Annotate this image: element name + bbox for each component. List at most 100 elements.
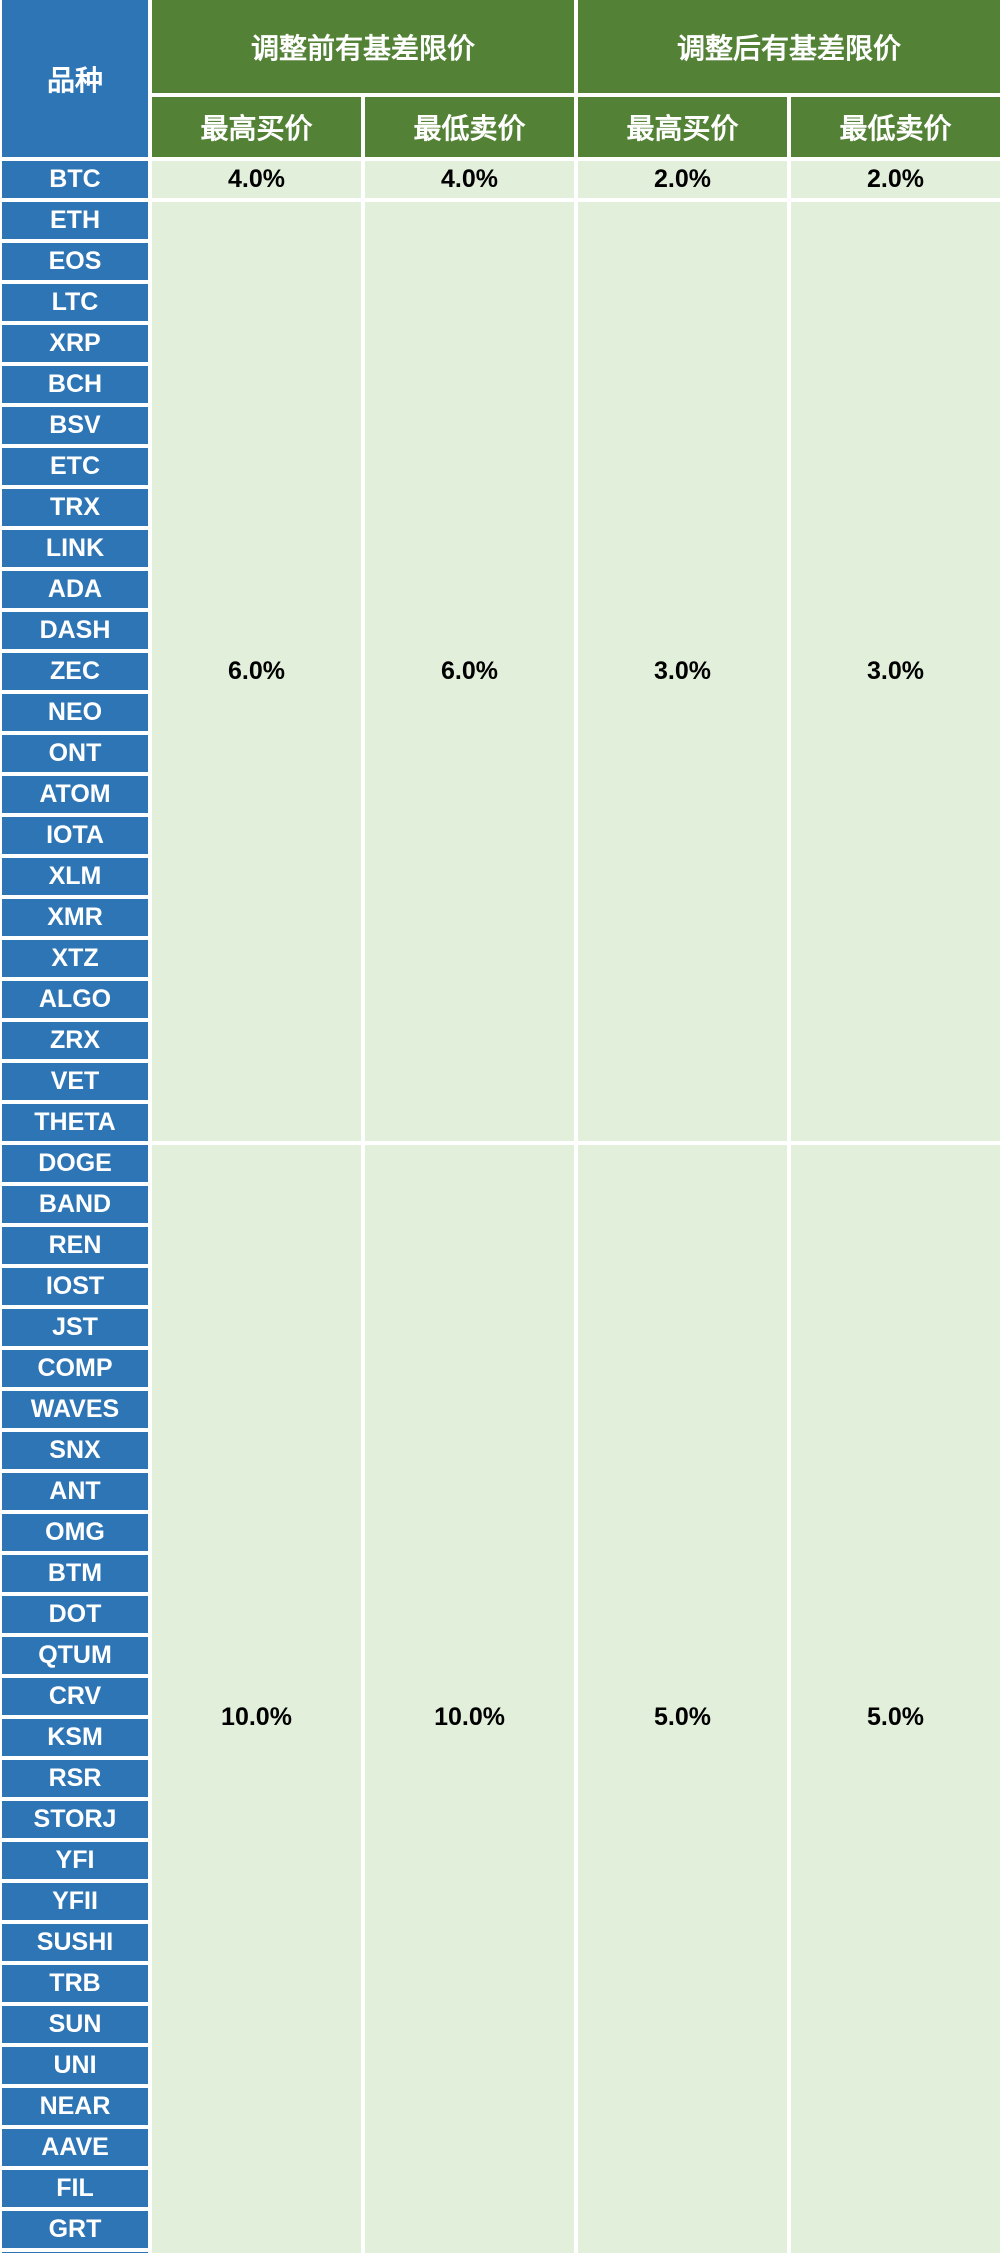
table-row: DOT xyxy=(2,1596,1000,1633)
symbol-cell-xtz: XTZ xyxy=(2,940,148,977)
table-row: IOST xyxy=(2,1268,1000,1305)
table-row: NEO xyxy=(2,694,1000,731)
table-row: JST xyxy=(2,1309,1000,1346)
table-row: SUN xyxy=(2,2006,1000,2043)
symbol-cell-ada: ADA xyxy=(2,571,148,608)
table-row: COMP xyxy=(2,1350,1000,1387)
table-row: XMR xyxy=(2,899,1000,936)
value-cell: 6.0% xyxy=(365,202,575,1141)
symbol-cell-rsr: RSR xyxy=(2,1760,148,1797)
table-row: FIL xyxy=(2,2170,1000,2207)
table-row: QTUM xyxy=(2,1637,1000,1674)
symbol-cell-yfii: YFII xyxy=(2,1883,148,1920)
symbol-cell-snx: SNX xyxy=(2,1432,148,1469)
group-header-before-adjustment: 调整前有基差限价 xyxy=(152,0,575,93)
symbol-cell-atom: ATOM xyxy=(2,776,148,813)
subheader-max-buy-before: 最高买价 xyxy=(152,97,361,157)
symbol-cell-btm: BTM xyxy=(2,1555,148,1592)
value-cell: 5.0% xyxy=(791,1145,1000,2253)
value-cell: 5.0% xyxy=(578,1145,788,2253)
symbol-cell-etc: ETC xyxy=(2,448,148,485)
table-row: XLM xyxy=(2,858,1000,895)
symbol-cell-zrx: ZRX xyxy=(2,1022,148,1059)
table-row: SUSHI xyxy=(2,1924,1000,1961)
table-row: YFII xyxy=(2,1883,1000,1920)
table-row: ADA xyxy=(2,571,1000,608)
table-row: KSM xyxy=(2,1719,1000,1756)
table-row: ATOM xyxy=(2,776,1000,813)
table-row: THETA xyxy=(2,1104,1000,1141)
table-row: UNI xyxy=(2,2047,1000,2084)
value-cell: 4.0% xyxy=(152,161,361,198)
symbol-cell-yfi: YFI xyxy=(2,1842,148,1879)
value-cell: 2.0% xyxy=(578,161,788,198)
symbol-cell-doge: DOGE xyxy=(2,1145,148,1182)
symbol-cell-waves: WAVES xyxy=(2,1391,148,1428)
symbol-cell-dash: DASH xyxy=(2,612,148,649)
symbol-cell-ksm: KSM xyxy=(2,1719,148,1756)
symbol-cell-trx: TRX xyxy=(2,489,148,526)
table-row: AAVE xyxy=(2,2129,1000,2166)
table-row: VET xyxy=(2,1063,1000,1100)
symbol-cell-fil: FIL xyxy=(2,2170,148,2207)
value-cell: 3.0% xyxy=(791,202,1000,1141)
symbol-cell-jst: JST xyxy=(2,1309,148,1346)
table-row: EOS xyxy=(2,243,1000,280)
table-row: ONT xyxy=(2,735,1000,772)
table-row: BCH xyxy=(2,366,1000,403)
subheader-max-buy-after: 最高买价 xyxy=(578,97,788,157)
table-row: ETC xyxy=(2,448,1000,485)
group-header-after-adjustment: 调整后有基差限价 xyxy=(578,0,1000,93)
table-row: XRP xyxy=(2,325,1000,362)
table-row: DOGE 10.0% 10.0% 5.0% 5.0% xyxy=(2,1145,1000,2253)
symbol-cell-bch: BCH xyxy=(2,366,148,403)
symbol-cell-uni: UNI xyxy=(2,2047,148,2084)
symbol-cell-ont: ONT xyxy=(2,735,148,772)
table-row: ETH 6.0% 6.0% 3.0% 3.0% xyxy=(2,202,1000,1141)
symbol-cell-bsv: BSV xyxy=(2,407,148,444)
symbol-cell-sushi: SUSHI xyxy=(2,1924,148,1961)
table-row: ALGO xyxy=(2,981,1000,1018)
symbol-cell-ant: ANT xyxy=(2,1473,148,1510)
table-row: LINK xyxy=(2,530,1000,567)
symbol-cell-aave: AAVE xyxy=(2,2129,148,2166)
symbol-cell-xlm: XLM xyxy=(2,858,148,895)
column-header-symbol: 品种 xyxy=(2,0,148,157)
table-row: DASH xyxy=(2,612,1000,649)
symbol-cell-iost: IOST xyxy=(2,1268,148,1305)
symbol-cell-storj: STORJ xyxy=(2,1801,148,1838)
symbol-cell-grt: GRT xyxy=(2,2211,148,2248)
symbol-cell-band: BAND xyxy=(2,1186,148,1223)
symbol-cell-vet: VET xyxy=(2,1063,148,1100)
table-row: BTC 4.0% 4.0% 2.0% 2.0% xyxy=(2,161,1000,198)
table-row: SNX xyxy=(2,1432,1000,1469)
table-row: WAVES xyxy=(2,1391,1000,1428)
table-row: STORJ xyxy=(2,1801,1000,1838)
symbol-cell-dot: DOT xyxy=(2,1596,148,1633)
table-row: XTZ xyxy=(2,940,1000,977)
table-row: OMG xyxy=(2,1514,1000,1551)
value-cell: 3.0% xyxy=(578,202,788,1141)
symbol-cell-link: LINK xyxy=(2,530,148,567)
table-row: TRX xyxy=(2,489,1000,526)
table-header: 品种 调整前有基差限价 调整后有基差限价 最高买价 最低卖价 最高买价 最低卖价 xyxy=(2,0,1000,157)
value-cell: 10.0% xyxy=(152,1145,361,2253)
symbol-cell-omg: OMG xyxy=(2,1514,148,1551)
value-cell: 2.0% xyxy=(791,161,1000,198)
symbol-cell-xmr: XMR xyxy=(2,899,148,936)
symbol-cell-btc: BTC xyxy=(2,161,148,198)
value-cell: 6.0% xyxy=(152,202,361,1141)
table-body: BTC 4.0% 4.0% 2.0% 2.0% ETH 6.0% 6.0% 3.0% 3.0% EO… xyxy=(2,161,1000,2253)
subheader-min-sell-before: 最低卖价 xyxy=(365,97,575,157)
symbol-cell-algo: ALGO xyxy=(2,981,148,1018)
table-row: CRV xyxy=(2,1678,1000,1715)
table-row: GRT xyxy=(2,2211,1000,2248)
table-row: RSR xyxy=(2,1760,1000,1797)
symbol-cell-zec: ZEC xyxy=(2,653,148,690)
symbol-cell-sun: SUN xyxy=(2,2006,148,2043)
table-row: BTM xyxy=(2,1555,1000,1592)
table-row: REN xyxy=(2,1227,1000,1264)
table-row: LTC xyxy=(2,284,1000,321)
